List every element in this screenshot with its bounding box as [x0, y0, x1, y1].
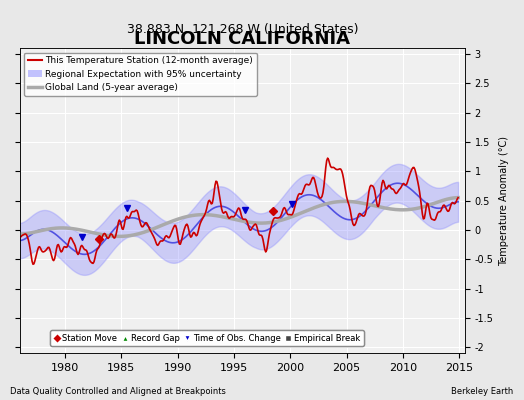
Text: 38.883 N, 121.268 W (United States): 38.883 N, 121.268 W (United States) — [127, 23, 358, 36]
Text: Berkeley Earth: Berkeley Earth — [451, 387, 514, 396]
Title: LINCOLN CALIFORNIA: LINCOLN CALIFORNIA — [134, 30, 351, 48]
Y-axis label: Temperature Anomaly (°C): Temperature Anomaly (°C) — [499, 136, 509, 266]
Legend: Station Move, Record Gap, Time of Obs. Change, Empirical Break: Station Move, Record Gap, Time of Obs. C… — [50, 330, 364, 346]
Text: Data Quality Controlled and Aligned at Breakpoints: Data Quality Controlled and Aligned at B… — [10, 387, 226, 396]
